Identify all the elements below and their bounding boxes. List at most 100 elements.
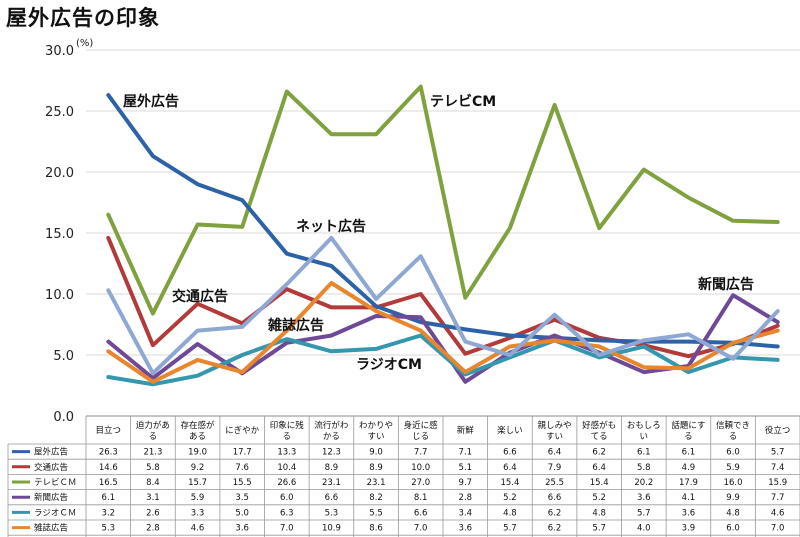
- table-cell-value: 15.9: [768, 478, 787, 488]
- table-cell-value: 21.3: [143, 448, 162, 458]
- category-label: じる: [412, 432, 429, 442]
- row-label: 雑誌広告: [34, 523, 68, 534]
- table-cell-value: 7.9: [548, 463, 562, 473]
- category-label: おもしろ: [627, 421, 661, 431]
- table-cell-value: 9.0: [369, 448, 383, 458]
- table-cell-value: 7.7: [414, 448, 428, 458]
- table-cell-value: 6.6: [548, 493, 562, 503]
- series-line: [106, 84, 780, 316]
- category-label: にぎやか: [225, 425, 260, 436]
- table-cell-value: 16.5: [99, 478, 118, 488]
- series-line: [106, 281, 780, 384]
- table-cell-value: 17.7: [233, 448, 252, 458]
- table-cell-value: 8.1: [414, 493, 428, 503]
- table-cell-value: 3.2: [102, 508, 116, 518]
- category-label: 役立つ: [765, 425, 791, 436]
- y-tick-label: 10.0: [45, 288, 74, 303]
- table-cell-value: 19.0: [188, 448, 207, 458]
- series-annotation: ネット広告: [296, 218, 366, 235]
- table-cell-value: 7.7: [771, 493, 785, 503]
- table-cell-value: 7.1: [459, 448, 473, 458]
- table-cell-value: 4.8: [503, 508, 517, 518]
- series-annotation: 雑誌広告: [267, 317, 324, 334]
- table-cell-value: 6.0: [726, 448, 740, 458]
- y-tick-label: 5.0: [53, 349, 74, 364]
- table-cell-value: 7.0: [280, 524, 294, 534]
- table-cell-value: 5.0: [235, 508, 249, 518]
- table-cell-value: 4.6: [191, 524, 205, 534]
- table-cell-value: 6.1: [102, 493, 116, 503]
- table-cell-value: 13.3: [277, 448, 296, 458]
- table-cell-value: 25.5: [545, 478, 564, 488]
- table-cell-value: 8.6: [369, 524, 383, 534]
- row-label: テレビＣＭ: [34, 478, 77, 488]
- table-cell-value: 20.2: [634, 478, 653, 488]
- table-cell-value: 7.0: [414, 524, 428, 534]
- category-label: 話題にす: [671, 420, 705, 431]
- y-tick-label: 15.0: [45, 227, 74, 242]
- category-label: る: [729, 432, 738, 442]
- category-label: すい: [368, 432, 385, 442]
- table-cell-value: 6.4: [592, 463, 606, 473]
- table-cell-value: 5.2: [592, 493, 606, 503]
- table-cell-value: 23.1: [367, 478, 386, 488]
- table-cell-value: 7.6: [235, 463, 249, 473]
- table-cell-value: 5.3: [102, 524, 116, 534]
- category-label: 親しみや: [538, 420, 572, 431]
- table-cell-value: 3.6: [682, 508, 696, 518]
- table-cell-value: 2.6: [146, 508, 160, 518]
- table-cell-value: 16.0: [724, 478, 743, 488]
- series-annotation: ラジオCM: [356, 357, 422, 373]
- category-label: 楽しい: [497, 425, 523, 436]
- table-cell-value: 15.5: [233, 478, 252, 488]
- table-cell-value: 3.6: [235, 524, 249, 534]
- y-unit-label: (%): [76, 38, 93, 49]
- table-cell-value: 6.3: [280, 508, 294, 518]
- table-cell-value: 8.9: [369, 463, 383, 473]
- category-label: 好感がも: [582, 420, 616, 431]
- table-cell-value: 3.4: [459, 508, 473, 518]
- table-cell-value: 23.1: [322, 478, 341, 488]
- table-cell-value: 6.4: [503, 463, 517, 473]
- table-cell-value: 8.2: [369, 493, 383, 503]
- category-label: てる: [591, 432, 608, 442]
- table-cell-value: 27.0: [411, 478, 430, 488]
- series-line: [106, 235, 780, 376]
- table-cell-value: 10.9: [322, 524, 341, 534]
- table-cell-value: 3.3: [191, 508, 205, 518]
- table-cell-value: 4.1: [682, 493, 696, 503]
- table-cell-value: 6.0: [726, 524, 740, 534]
- table-cell-value: 8.9: [325, 463, 339, 473]
- table-cell-value: 9.7: [459, 478, 473, 488]
- table-cell-value: 15.7: [188, 478, 207, 488]
- table-cell-value: 3.5: [235, 493, 249, 503]
- category-label: 目立つ: [96, 425, 122, 436]
- table-cell-value: 26.3: [99, 448, 118, 458]
- category-label: 信頼でき: [716, 420, 750, 431]
- series-annotation: 新聞広告: [698, 276, 754, 293]
- table-cell-value: 5.7: [637, 508, 651, 518]
- table-cell-value: 6.6: [325, 493, 339, 503]
- table-cell-value: 15.4: [590, 478, 609, 488]
- table-cell-value: 4.6: [771, 508, 785, 518]
- table-cell-value: 4.8: [726, 508, 740, 518]
- table-cell-value: 12.3: [322, 448, 341, 458]
- category-label: 流行がわ: [314, 420, 348, 431]
- table-cell-value: 5.7: [592, 524, 606, 534]
- table-cell-value: 6.1: [682, 448, 696, 458]
- category-label: かる: [323, 432, 340, 442]
- category-label: すい: [546, 432, 563, 442]
- page-title: 屋外広告の印象: [6, 6, 160, 30]
- row-label: 交通広告: [34, 462, 68, 473]
- table-cell-value: 3.1: [146, 493, 160, 503]
- category-label: わかりや: [359, 421, 393, 431]
- table-cell-value: 14.6: [99, 463, 118, 473]
- table-cell-value: 8.4: [146, 478, 160, 488]
- category-label: 新鮮: [457, 425, 475, 436]
- category-label: る: [283, 432, 292, 442]
- row-label: ラジオＣＭ: [34, 508, 76, 518]
- y-tick-label: 25.0: [45, 105, 74, 120]
- category-label: 身近に感: [404, 420, 439, 431]
- series-annotation: テレビCM: [430, 94, 496, 110]
